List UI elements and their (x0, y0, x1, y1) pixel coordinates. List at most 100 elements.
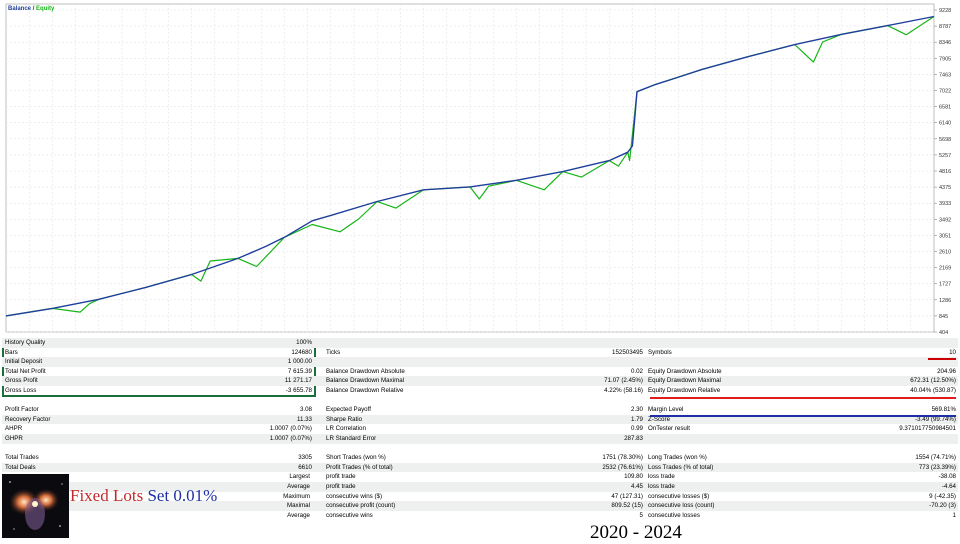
profit-factor-label: Profit Factor (5, 406, 39, 414)
cons-loss-max-value: -70.20 (3) (929, 502, 956, 510)
history-quality-label: History Quality (5, 339, 46, 346)
y-tick-label: 2169 (939, 266, 951, 272)
long-trades-value: 1554 (74.71%) (915, 454, 956, 462)
profit-trades-value: 2532 (76.61%) (602, 463, 643, 471)
total-trades-label: Total Trades (5, 454, 39, 462)
expected-payoff-value: 2.30 (630, 406, 643, 414)
caption-set: Set 0.01% (147, 486, 218, 505)
largest-sublabel: Largest (289, 473, 310, 481)
cons-wins-avg-label: consecutive wins (326, 511, 373, 519)
total-deals-label: Total Deals (5, 463, 36, 471)
y-tick-label: 8787 (939, 24, 951, 30)
margin-level-underline (650, 415, 956, 417)
eq-dd-abs-label: Equity Drawdown Absolute (648, 367, 722, 375)
chart-legend: Balance / Equity (8, 6, 54, 12)
chart-svg: 9228 8787 8346 7905 7463 7022 6581 6140 5698 5257… (5, 3, 951, 336)
y-tick-label: 6581 (939, 105, 951, 111)
cons-losses-avg-value: 1 (952, 511, 956, 519)
lr-err-value: 287.83 (624, 435, 643, 442)
y-tick-label: 1727 (939, 282, 951, 288)
z-score-label: Z-Score (648, 415, 671, 423)
y-tick-label: 3051 (939, 233, 951, 239)
bal-dd-abs-value: 0.02 (630, 367, 643, 375)
lr-corr-label: LR Correlation (326, 425, 366, 433)
report-table: History Quality 100% Bars 124680 Ticks 152503… (2, 338, 960, 540)
y-tick-label: 7905 (939, 56, 951, 62)
bal-dd-max-label: Balance Drawdown Maximal (326, 377, 405, 385)
report-row: Largest profit trade 109.80 loss trade -38.0… (2, 472, 958, 482)
y-tick-label: 9228 (939, 8, 951, 14)
bars-label: Bars (5, 348, 18, 356)
bal-dd-max-value: 71.07 (2.45%) (604, 377, 643, 385)
y-tick-label: 7463 (939, 72, 951, 78)
report-row: Bars 124680 Ticks 152503495 Symbols 10 (2, 348, 958, 358)
y-tick-label: 1286 (939, 298, 951, 304)
loss-trade-largest-value: -38.08 (938, 473, 956, 481)
margin-level-value: 569.81% (931, 406, 956, 414)
gross-loss-value: -3 655.78 (285, 387, 312, 394)
profit-trades-label: Profit Trades (% of total) (326, 463, 393, 471)
total-trades-value: 3305 (298, 454, 312, 462)
balance-equity-chart: 9228 8787 8346 7905 7463 7022 6581 6140 5698 5257… (2, 2, 956, 337)
loss-trades-label: Loss Trades (% of total) (648, 463, 714, 471)
average-sublabel: Average (287, 511, 310, 519)
y-tick-label: 3492 (939, 217, 951, 223)
report-row: AHPR 1.0007 (0.07%) LR Correlation 0.99 OnTe… (2, 424, 958, 434)
report-row: Average consecutive wins 5 consecutive loss… (2, 511, 958, 521)
cons-wins-max-label: consecutive wins ($) (326, 492, 383, 500)
years-caption: 2020 - 2024 (590, 522, 682, 543)
sharpe-value: 1.79 (630, 415, 643, 423)
ontester-label: OnTester result (648, 425, 690, 433)
sharpe-label: Sharpe Ratio (326, 415, 363, 423)
ticks-label: Ticks (326, 348, 341, 356)
y-tick-label: 4816 (939, 169, 951, 175)
loss-trade-average-value: -4.64 (941, 483, 956, 490)
y-tick-label: 845 (939, 314, 948, 320)
report-row: Gross Profit 11 271.17 Balance Drawdown Ma… (2, 376, 958, 386)
report-row: Maximum consecutive wins ($) 47 (127.31) co… (2, 492, 958, 502)
expected-payoff-label: Expected Payoff (326, 406, 371, 414)
legend-separator: / (32, 6, 35, 12)
z-score-value: -3.49 (99.74%) (915, 415, 956, 423)
gross-profit-value: 11 271.17 (284, 377, 312, 385)
profit-factor-value: 3.08 (299, 406, 312, 414)
eq-dd-rel-value: 40.04% (530.87) (910, 387, 956, 394)
margin-level-label: Margin Level (648, 406, 684, 414)
report-row: Average profit trade 4.45 loss trade -4.64 (2, 482, 958, 492)
profit-trade-average-value: 4.45 (630, 483, 643, 490)
strategy-caption: Fixed Lots Set 0.01% (70, 486, 217, 506)
bal-dd-rel-label: Balance Drawdown Relative (326, 387, 404, 394)
y-tick-label: 404 (939, 330, 948, 336)
legend-equity: Equity (36, 6, 55, 12)
symbols-underline (928, 358, 956, 360)
loss-trade-average-label: loss trade (648, 483, 675, 490)
cons-losses-max-label: consecutive losses ($) (648, 492, 710, 500)
ahpr-value: 1.0007 (0.07%) (269, 425, 312, 433)
cons-loss-max-label: consecutive loss (count) (648, 502, 715, 510)
report-row: Recovery Factor 11.33 Sharpe Ratio 1.79 Z-Sc… (2, 414, 958, 425)
profit-trade-largest-label: profit trade (326, 473, 356, 481)
eq-dd-rel-label: Equity Drawdown Relative (648, 387, 721, 394)
report-row: Initial Deposit 1 000.00 (2, 357, 958, 367)
maximal-sublabel: Maximal (286, 502, 310, 510)
bars-value: 124680 (291, 348, 312, 356)
initial-deposit-label: Initial Deposit (5, 358, 43, 366)
caption-fixed-lots: Fixed Lots (70, 486, 148, 505)
bal-dd-abs-label: Balance Drawdown Absolute (326, 367, 405, 375)
y-tick-label: 6140 (939, 121, 951, 127)
short-trades-value: 1751 (78.30%) (602, 454, 643, 462)
nebula-thumbnail (2, 474, 69, 538)
eq-dd-max-value: 672.31 (12.50%) (910, 377, 956, 385)
gross-loss-label: Gross Loss (5, 387, 37, 394)
report-row: Gross Loss -3 655.78 Balance Drawdown Rela… (2, 386, 958, 396)
short-trades-label: Short Trades (won %) (326, 454, 386, 462)
nebula-image (8, 481, 63, 530)
y-tick-label: 5698 (939, 137, 951, 143)
ghpr-value: 1.0007 (0.07%) (269, 435, 312, 442)
y-tick-label: 4375 (939, 185, 951, 191)
legend-balance: Balance (8, 6, 32, 12)
lr-corr-value: 0.99 (630, 425, 643, 433)
y-tick-label: 7022 (939, 89, 951, 95)
total-net-profit-label: Total Net Profit (5, 367, 46, 375)
balance-line (5, 15, 935, 317)
